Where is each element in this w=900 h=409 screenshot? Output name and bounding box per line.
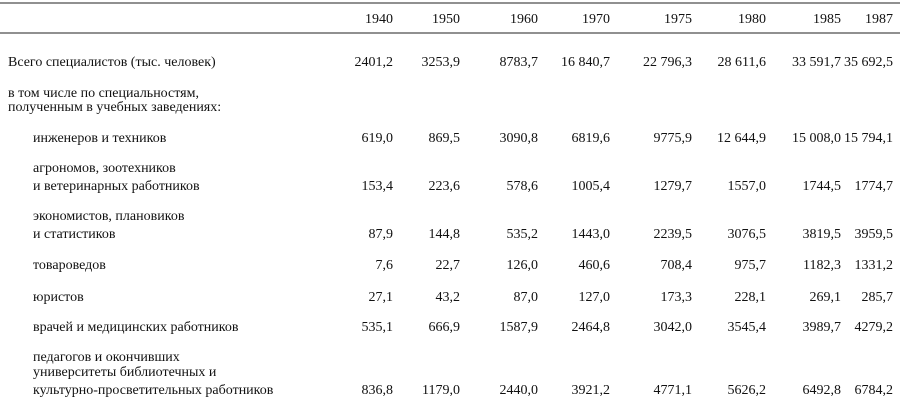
column-header: 1980	[738, 12, 766, 27]
cell-value: 1005,4	[572, 179, 611, 194]
cell-value: 2239,5	[654, 227, 693, 242]
row-label: культурно-просветительных работников	[33, 383, 274, 398]
row-label: университеты библиотечных и	[33, 365, 217, 380]
cell-value: 7,6	[376, 258, 394, 273]
cell-value: 153,4	[362, 179, 394, 194]
cell-value: 228,1	[735, 290, 767, 305]
cell-value: 1182,3	[803, 258, 841, 273]
cell-value: 33 591,7	[792, 55, 841, 70]
cell-value: 126,0	[507, 258, 539, 273]
row-label: инженеров и техников	[33, 131, 167, 146]
column-header: 1985	[813, 12, 841, 27]
cell-value: 3042,0	[654, 320, 693, 335]
cell-value: 975,7	[735, 258, 767, 273]
cell-value: 6819,6	[572, 131, 611, 146]
cell-value: 3090,8	[500, 131, 539, 146]
row-label: полученным в учебных заведениях:	[8, 100, 221, 115]
cell-value: 3959,5	[855, 227, 894, 242]
row-label: в том числе по специальностям,	[8, 86, 199, 101]
cell-value: 9775,9	[654, 131, 693, 146]
cell-value: 3545,4	[728, 320, 767, 335]
cell-value: 6492,8	[803, 383, 842, 398]
cell-value: 836,8	[362, 383, 394, 398]
cell-value: 3921,2	[572, 383, 611, 398]
row-label: педагогов и окончивших	[33, 350, 180, 365]
row-label: и статистиков	[33, 227, 116, 242]
cell-value: 1587,9	[500, 320, 539, 335]
cell-value: 144,8	[429, 227, 461, 242]
cell-value: 1744,5	[803, 179, 842, 194]
cell-value: 269,1	[810, 290, 842, 305]
cell-value: 223,6	[429, 179, 461, 194]
cell-value: 1443,0	[572, 227, 611, 242]
cell-value: 708,4	[661, 258, 693, 273]
cell-value: 5626,2	[728, 383, 767, 398]
row-label: товароведов	[33, 258, 106, 273]
cell-value: 15 794,1	[844, 131, 893, 146]
cell-value: 3819,5	[803, 227, 842, 242]
column-header: 1940	[365, 12, 393, 27]
cell-value: 460,6	[579, 258, 611, 273]
cell-value: 1179,0	[422, 383, 460, 398]
cell-value: 16 840,7	[561, 55, 610, 70]
cell-value: 6784,2	[855, 383, 894, 398]
cell-value: 2401,2	[355, 55, 394, 70]
cell-value: 535,2	[507, 227, 539, 242]
cell-value: 1279,7	[654, 179, 693, 194]
cell-value: 869,5	[429, 131, 461, 146]
cell-value: 578,6	[507, 179, 539, 194]
cell-value: 3989,7	[803, 320, 842, 335]
row-label: Всего специалистов (тыс. человек)	[8, 55, 216, 70]
cell-value: 35 692,5	[844, 55, 893, 70]
cell-value: 619,0	[362, 131, 394, 146]
column-header: 1970	[582, 12, 610, 27]
cell-value: 535,1	[362, 320, 394, 335]
cell-value: 173,3	[661, 290, 693, 305]
column-header: 1950	[432, 12, 460, 27]
cell-value: 8783,7	[500, 55, 539, 70]
cell-value: 12 644,9	[717, 131, 766, 146]
column-header: 1960	[510, 12, 538, 27]
cell-value: 27,1	[369, 290, 394, 305]
cell-value: 87,9	[369, 227, 394, 242]
cell-value: 3253,9	[422, 55, 461, 70]
cell-value: 3076,5	[728, 227, 767, 242]
column-header: 1975	[664, 12, 692, 27]
cell-value: 87,0	[514, 290, 539, 305]
row-label: и ветеринарных работников	[33, 179, 200, 194]
cell-value: 22,7	[436, 258, 461, 273]
row-label: врачей и медицинских работников	[33, 320, 239, 335]
cell-value: 127,0	[579, 290, 611, 305]
cell-value: 43,2	[436, 290, 461, 305]
cell-value: 666,9	[429, 320, 461, 335]
cell-value: 4279,2	[855, 320, 894, 335]
column-header: 1987	[865, 12, 893, 27]
cell-value: 22 796,3	[643, 55, 692, 70]
cell-value: 1557,0	[728, 179, 767, 194]
row-label: экономистов, плановиков	[33, 209, 185, 224]
cell-value: 1774,7	[855, 179, 894, 194]
cell-value: 285,7	[862, 290, 894, 305]
cell-value: 2464,8	[572, 320, 611, 335]
row-label: юристов	[33, 290, 84, 305]
cell-value: 28 611,6	[718, 55, 766, 70]
cell-value: 2440,0	[500, 383, 539, 398]
row-label: агрономов, зоотехников	[33, 161, 176, 176]
cell-value: 4771,1	[654, 383, 693, 398]
cell-value: 1331,2	[855, 258, 894, 273]
cell-value: 15 008,0	[792, 131, 841, 146]
